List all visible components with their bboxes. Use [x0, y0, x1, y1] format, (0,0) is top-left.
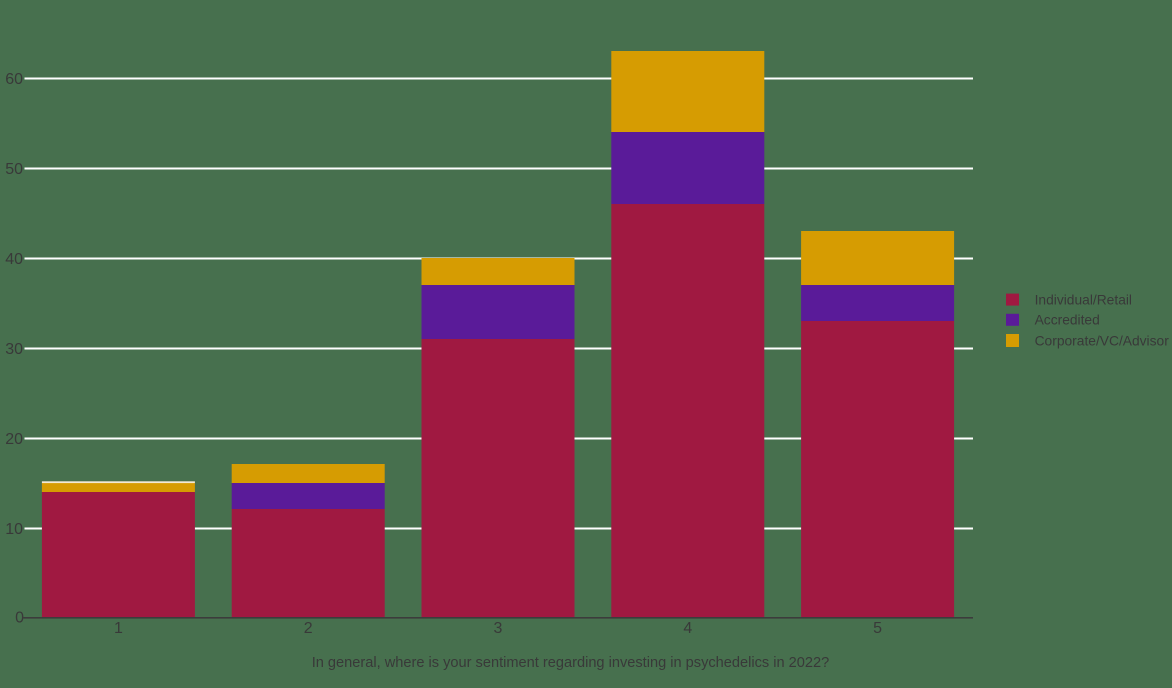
- svg-text:4: 4: [683, 620, 692, 637]
- svg-text:1: 1: [114, 620, 123, 637]
- svg-text:In general, where is your sent: In general, where is your sentiment rega…: [312, 655, 830, 671]
- svg-text:Individual/Retail: Individual/Retail: [1035, 293, 1132, 308]
- svg-text:30: 30: [5, 341, 23, 358]
- svg-text:40: 40: [5, 251, 23, 268]
- svg-text:20: 20: [5, 431, 23, 448]
- svg-text:Accredited: Accredited: [1035, 313, 1100, 328]
- svg-text:Corporate/VC/Advisor: Corporate/VC/Advisor: [1035, 333, 1170, 348]
- svg-text:5: 5: [873, 620, 882, 637]
- svg-text:50: 50: [5, 161, 23, 178]
- svg-text:2: 2: [304, 620, 313, 637]
- svg-text:3: 3: [494, 620, 503, 637]
- svg-text:0: 0: [15, 610, 24, 627]
- svg-text:60: 60: [5, 71, 23, 88]
- svg-text:10: 10: [5, 521, 23, 538]
